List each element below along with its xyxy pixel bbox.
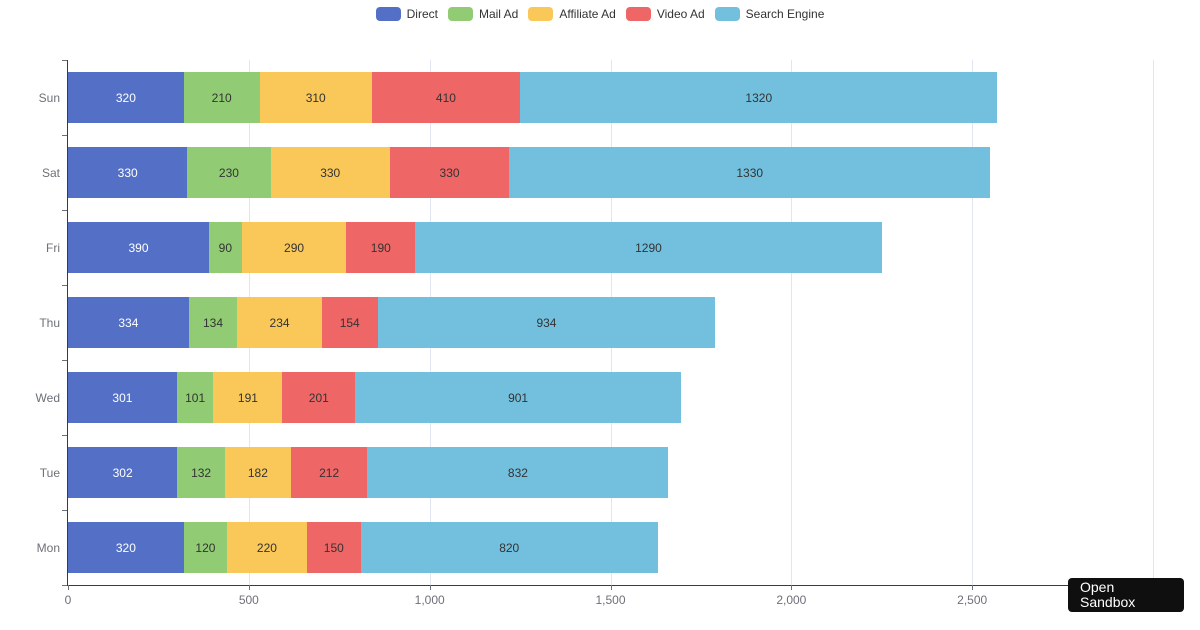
bar-segment-mail-ad[interactable]: 120	[183, 522, 228, 573]
gridline	[791, 60, 793, 585]
y-axis-label: Thu	[39, 315, 60, 330]
y-axis-tick	[62, 510, 67, 511]
legend-label: Video Ad	[656, 7, 705, 21]
legend-label: Direct	[406, 7, 438, 21]
bar-segment-affiliate-ad[interactable]: 330	[270, 147, 390, 198]
y-axis-label: Sat	[41, 165, 60, 180]
x-axis-line	[67, 585, 1153, 586]
y-axis-line	[67, 60, 68, 585]
bar-segment-direct[interactable]: 301	[68, 372, 177, 423]
y-axis-tick	[62, 585, 67, 586]
bar-segment-direct[interactable]: 320	[68, 522, 184, 573]
bar-segment-direct[interactable]: 334	[68, 297, 189, 348]
y-axis-label: Wed	[35, 390, 60, 405]
bar-segment-search-engine[interactable]: 832	[367, 447, 669, 498]
legend-item-affiliate-ad[interactable]: Affiliate Ad	[528, 7, 616, 21]
x-axis-tick	[610, 585, 612, 590]
x-axis-tick	[68, 585, 69, 590]
bar-segment-video-ad[interactable]: 330	[389, 147, 510, 198]
bar-segment-search-engine[interactable]: 1320	[520, 72, 998, 123]
bar-segment-direct[interactable]: 302	[68, 447, 178, 498]
bar-segment-affiliate-ad[interactable]: 234	[237, 297, 322, 348]
bar-segment-search-engine[interactable]: 901	[355, 372, 682, 423]
x-axis-tick	[429, 585, 431, 590]
bar-segment-direct[interactable]: 320	[68, 72, 184, 123]
y-axis-label: Sun	[38, 90, 60, 105]
bar-segment-mail-ad[interactable]: 90	[209, 222, 242, 273]
legend-swatch-icon	[625, 7, 651, 21]
bar-segment-direct[interactable]: 390	[68, 222, 210, 273]
x-axis-tick-label: 1,000	[414, 593, 445, 607]
legend-label: Affiliate Ad	[559, 7, 616, 21]
legend-swatch-icon	[375, 7, 401, 21]
bar-segment-video-ad[interactable]: 410	[371, 72, 521, 123]
bar-segment-mail-ad[interactable]: 132	[177, 447, 225, 498]
legend-swatch-icon	[528, 7, 554, 21]
bar-segment-search-engine[interactable]: 820	[360, 522, 658, 573]
y-axis-tick	[62, 60, 67, 61]
y-axis-label: Mon	[36, 540, 60, 555]
legend-swatch-icon	[714, 7, 740, 21]
x-axis-tick-label: 1,500	[595, 593, 626, 607]
bar-segment-video-ad[interactable]: 150	[306, 522, 361, 573]
legend-item-video-ad[interactable]: Video Ad	[625, 7, 705, 21]
bar-segment-search-engine[interactable]: 1290	[415, 222, 882, 273]
gridline	[972, 60, 974, 585]
x-axis-tick	[791, 585, 793, 590]
bar-segment-video-ad[interactable]: 212	[290, 447, 368, 498]
y-axis-label: Fri	[46, 240, 60, 255]
y-axis-tick	[62, 360, 67, 361]
x-axis-tick	[972, 585, 974, 590]
x-axis-tick-label: 500	[238, 593, 259, 607]
legend-item-mail-ad[interactable]: Mail Ad	[447, 7, 519, 21]
y-axis-label: Tue	[39, 465, 60, 480]
legend-label: Search Engine	[745, 7, 825, 21]
bar-segment-mail-ad[interactable]: 134	[188, 297, 238, 348]
y-axis-tick	[62, 135, 67, 136]
legend-label: Mail Ad	[478, 7, 519, 21]
bar-segment-affiliate-ad[interactable]: 310	[259, 72, 372, 123]
gridline	[1153, 60, 1154, 585]
y-axis-tick	[62, 435, 67, 436]
legend: Direct Mail Ad Affiliate Ad Video Ad Search …	[0, 2, 1200, 26]
bar-segment-mail-ad[interactable]: 210	[183, 72, 260, 123]
x-axis-tick-label: 2,500	[957, 593, 988, 607]
bar-segment-affiliate-ad[interactable]: 220	[227, 522, 307, 573]
bar-segment-affiliate-ad[interactable]: 290	[241, 222, 347, 273]
y-axis-tick	[62, 285, 67, 286]
bar-segment-video-ad[interactable]: 190	[346, 222, 416, 273]
legend-item-search-engine[interactable]: Search Engine	[714, 7, 825, 21]
bar-segment-mail-ad[interactable]: 230	[187, 147, 271, 198]
bar-segment-video-ad[interactable]: 201	[282, 372, 356, 423]
open-sandbox-button[interactable]: Open Sandbox	[1068, 578, 1184, 612]
legend-item-direct[interactable]: Direct	[375, 7, 438, 21]
bar-segment-mail-ad[interactable]: 101	[176, 372, 214, 423]
bar-segment-search-engine[interactable]: 1330	[509, 147, 991, 198]
bar-segment-video-ad[interactable]: 154	[321, 297, 378, 348]
bar-segment-search-engine[interactable]: 934	[377, 297, 716, 348]
x-axis-tick-label: 2,000	[776, 593, 807, 607]
x-axis-tick-label: 0	[64, 593, 72, 607]
legend-swatch-icon	[447, 7, 473, 21]
bar-segment-affiliate-ad[interactable]: 191	[213, 372, 283, 423]
y-axis-tick	[62, 210, 67, 211]
x-axis-tick	[248, 585, 250, 590]
bar-segment-affiliate-ad[interactable]: 182	[224, 447, 291, 498]
bar-segment-direct[interactable]: 330	[68, 147, 188, 198]
